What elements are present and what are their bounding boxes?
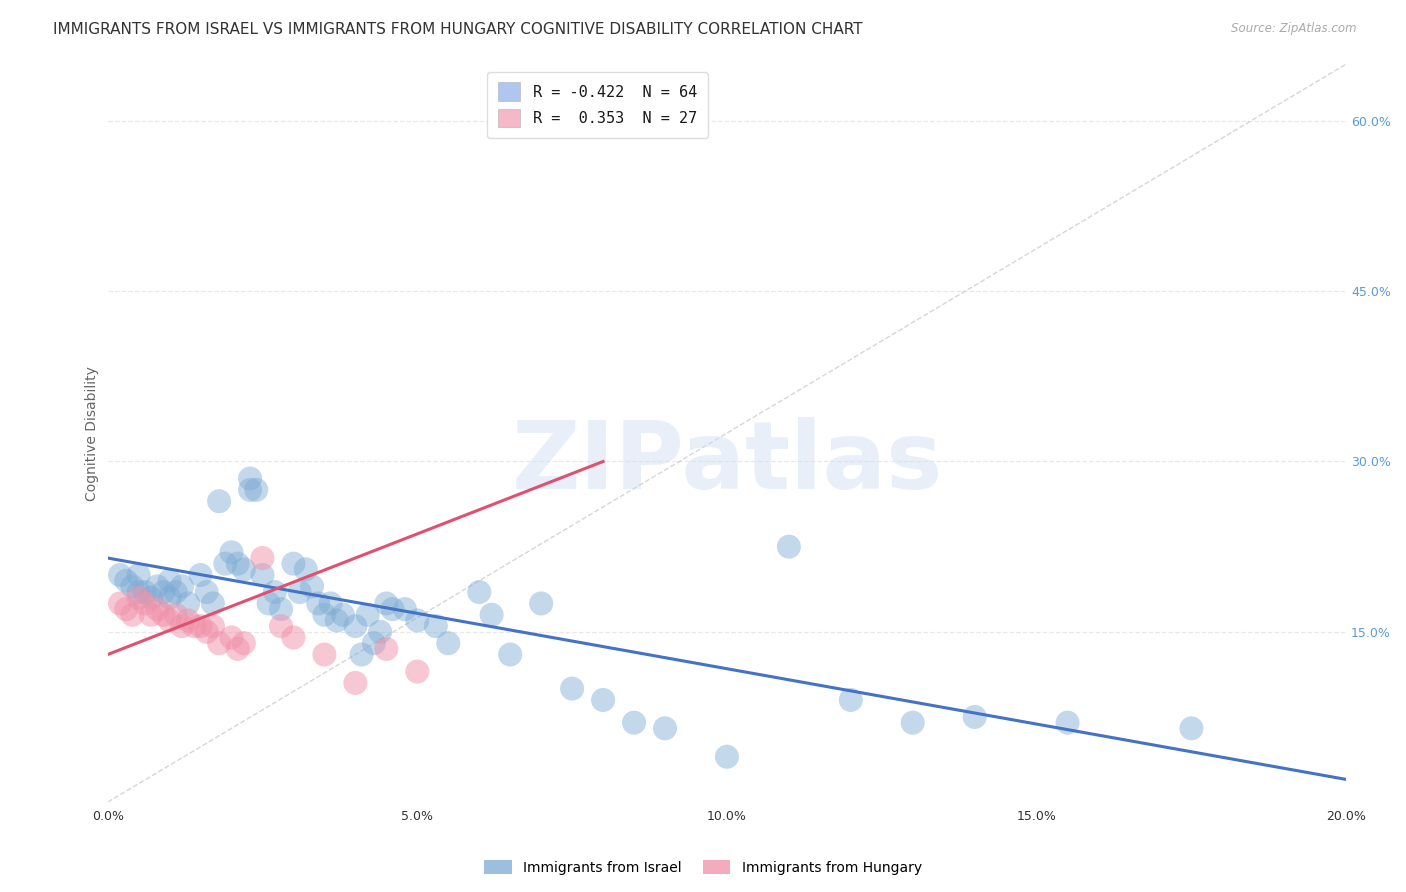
Point bbox=[232, 562, 254, 576]
Point bbox=[221, 545, 243, 559]
Point bbox=[152, 607, 174, 622]
Point bbox=[128, 585, 150, 599]
Point bbox=[252, 551, 274, 566]
Point bbox=[245, 483, 267, 497]
Point bbox=[394, 602, 416, 616]
Point bbox=[139, 607, 162, 622]
Point bbox=[190, 568, 212, 582]
Point bbox=[177, 596, 200, 610]
Point bbox=[344, 676, 367, 690]
Point bbox=[530, 596, 553, 610]
Point bbox=[239, 471, 262, 485]
Point bbox=[314, 607, 336, 622]
Point bbox=[357, 607, 380, 622]
Point bbox=[221, 631, 243, 645]
Point bbox=[232, 636, 254, 650]
Point bbox=[363, 636, 385, 650]
Point bbox=[165, 607, 187, 622]
Point bbox=[263, 585, 285, 599]
Point bbox=[270, 619, 292, 633]
Point bbox=[901, 715, 924, 730]
Point bbox=[344, 619, 367, 633]
Point bbox=[381, 602, 404, 616]
Point bbox=[499, 648, 522, 662]
Point bbox=[108, 596, 131, 610]
Point bbox=[170, 619, 193, 633]
Point bbox=[121, 579, 143, 593]
Point bbox=[195, 585, 218, 599]
Point bbox=[252, 568, 274, 582]
Point bbox=[375, 596, 398, 610]
Point bbox=[208, 494, 231, 508]
Point bbox=[319, 596, 342, 610]
Point bbox=[623, 715, 645, 730]
Point bbox=[159, 591, 181, 605]
Point bbox=[437, 636, 460, 650]
Point bbox=[295, 562, 318, 576]
Point bbox=[654, 722, 676, 736]
Text: Source: ZipAtlas.com: Source: ZipAtlas.com bbox=[1232, 22, 1357, 36]
Point bbox=[183, 619, 205, 633]
Point bbox=[1180, 722, 1202, 736]
Point bbox=[134, 585, 156, 599]
Point bbox=[778, 540, 800, 554]
Point bbox=[283, 631, 305, 645]
Point bbox=[115, 602, 138, 616]
Point bbox=[128, 591, 150, 605]
Point bbox=[314, 648, 336, 662]
Point bbox=[963, 710, 986, 724]
Y-axis label: Cognitive Disability: Cognitive Disability bbox=[86, 366, 100, 500]
Point bbox=[195, 624, 218, 639]
Point bbox=[146, 579, 169, 593]
Point bbox=[270, 602, 292, 616]
Legend: R = -0.422  N = 64, R =  0.353  N = 27: R = -0.422 N = 64, R = 0.353 N = 27 bbox=[486, 71, 707, 138]
Point bbox=[214, 557, 236, 571]
Point bbox=[839, 693, 862, 707]
Point bbox=[592, 693, 614, 707]
Point bbox=[561, 681, 583, 696]
Point bbox=[375, 641, 398, 656]
Point bbox=[326, 614, 349, 628]
Point bbox=[208, 636, 231, 650]
Point bbox=[1056, 715, 1078, 730]
Text: ZIPatlas: ZIPatlas bbox=[512, 417, 942, 508]
Point bbox=[288, 585, 311, 599]
Point bbox=[115, 574, 138, 588]
Point bbox=[368, 624, 391, 639]
Point bbox=[139, 591, 162, 605]
Point bbox=[108, 568, 131, 582]
Point bbox=[146, 602, 169, 616]
Legend: Immigrants from Israel, Immigrants from Hungary: Immigrants from Israel, Immigrants from … bbox=[479, 855, 927, 880]
Point bbox=[406, 665, 429, 679]
Point bbox=[332, 607, 354, 622]
Point bbox=[190, 619, 212, 633]
Point bbox=[170, 579, 193, 593]
Point bbox=[165, 585, 187, 599]
Point bbox=[283, 557, 305, 571]
Point bbox=[239, 483, 262, 497]
Point bbox=[481, 607, 503, 622]
Point bbox=[307, 596, 329, 610]
Point bbox=[152, 585, 174, 599]
Point bbox=[406, 614, 429, 628]
Point bbox=[716, 749, 738, 764]
Point bbox=[159, 574, 181, 588]
Text: IMMIGRANTS FROM ISRAEL VS IMMIGRANTS FROM HUNGARY COGNITIVE DISABILITY CORRELATI: IMMIGRANTS FROM ISRAEL VS IMMIGRANTS FRO… bbox=[53, 22, 863, 37]
Point bbox=[226, 557, 249, 571]
Point bbox=[468, 585, 491, 599]
Point bbox=[350, 648, 373, 662]
Point bbox=[257, 596, 280, 610]
Point bbox=[425, 619, 447, 633]
Point bbox=[121, 607, 143, 622]
Point bbox=[226, 641, 249, 656]
Point bbox=[201, 596, 224, 610]
Point bbox=[201, 619, 224, 633]
Point bbox=[159, 614, 181, 628]
Point bbox=[128, 568, 150, 582]
Point bbox=[134, 596, 156, 610]
Point bbox=[301, 579, 323, 593]
Point bbox=[177, 614, 200, 628]
